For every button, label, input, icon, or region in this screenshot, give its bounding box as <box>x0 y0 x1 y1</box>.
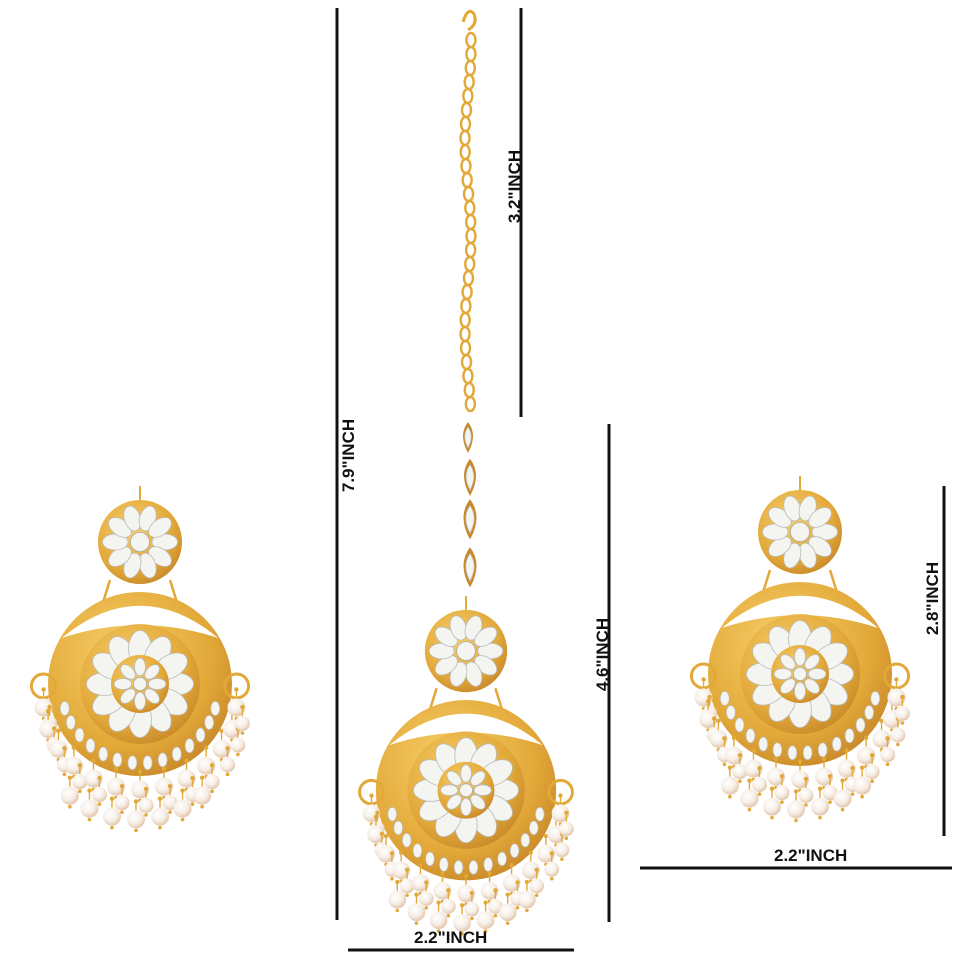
tikka-width-label: 2.2"INCH <box>414 928 488 947</box>
total-length-label: 7.9"INCH <box>339 418 359 493</box>
earring-width-label: 2.2"INCH <box>774 846 848 865</box>
measurement-lines <box>335 8 952 952</box>
maang-tikka-pendant <box>358 596 574 936</box>
tikka-chain <box>459 9 477 413</box>
tikka-drops <box>463 422 477 588</box>
earring-height-label: 2.8"INCH <box>923 561 943 636</box>
left-earring <box>29 486 251 833</box>
right-earring <box>689 476 911 823</box>
chain-length-label: 3.2"INCH <box>505 149 525 224</box>
tikka-height-label: 4.6"INCH <box>593 617 613 692</box>
